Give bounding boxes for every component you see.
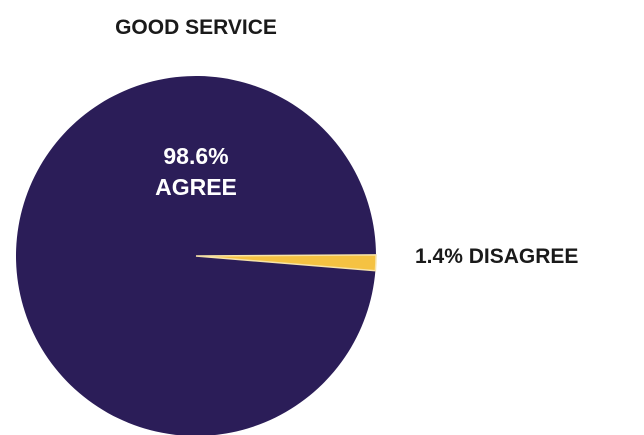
slice-label-disagree: 1.4% DISAGREE [415,245,578,268]
pie-slices [16,76,377,435]
chart-title: GOOD SERVICE [115,16,277,39]
slice-label-agree-text: AGREE [155,174,237,200]
slice-label-agree-value: 98.6% [163,143,228,169]
pie-slice-disagree [195,254,377,272]
